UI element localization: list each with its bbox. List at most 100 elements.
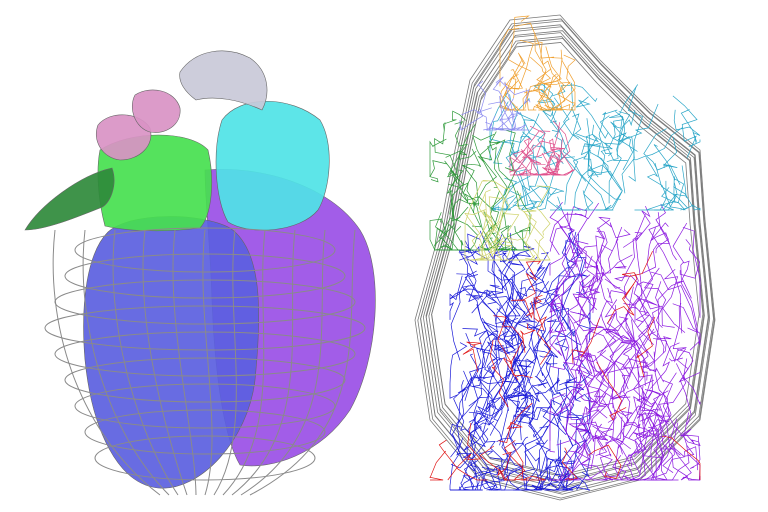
purple-fiber xyxy=(565,274,591,366)
purple-fiber xyxy=(635,331,656,411)
teal-fiber xyxy=(634,182,678,211)
wire-ring xyxy=(74,383,336,429)
purple-fiber xyxy=(633,375,657,425)
teal-fiber xyxy=(538,186,565,211)
purple-fiber xyxy=(599,335,615,439)
teal-fiber xyxy=(572,155,608,211)
blue-fiber xyxy=(479,321,512,352)
blue-fiber xyxy=(576,311,591,329)
purple-fiber xyxy=(672,442,701,481)
orange-fiber xyxy=(555,49,576,111)
red-fiber xyxy=(607,283,635,324)
purple-fiber xyxy=(682,432,699,471)
purple-fiber xyxy=(549,245,597,335)
yellow-fiber xyxy=(536,185,551,236)
purple-fiber xyxy=(641,212,671,274)
teal-fiber xyxy=(585,124,609,172)
blue-fiber xyxy=(565,394,591,440)
blue-fiber xyxy=(545,403,563,472)
purple-fiber xyxy=(568,319,583,392)
orange-fiber xyxy=(536,68,553,111)
blue-fiber xyxy=(473,375,521,413)
purple-fiber xyxy=(641,337,667,386)
yellow-fiber xyxy=(464,209,486,261)
purple-fiber xyxy=(572,255,595,324)
blue-fiber xyxy=(462,328,487,378)
magenta-fiber xyxy=(512,150,533,176)
teal-fiber xyxy=(490,175,531,211)
green-fiber xyxy=(429,138,447,177)
teal-fiber xyxy=(489,88,511,165)
wire-meridian xyxy=(240,229,326,496)
teal-fiber xyxy=(613,136,635,194)
purple-fiber xyxy=(679,239,701,279)
red-fiber xyxy=(636,316,656,378)
purple-fiber xyxy=(650,222,677,261)
green-fiber xyxy=(472,146,497,208)
magenta-fiber xyxy=(541,120,571,175)
purple-fiber xyxy=(582,463,608,481)
purple-fiber xyxy=(628,386,644,475)
teal-fiber xyxy=(583,137,598,211)
purple-fiber xyxy=(583,407,595,462)
teal-fiber xyxy=(645,157,683,210)
purple-fiber xyxy=(683,412,701,469)
purple-fiber xyxy=(634,227,656,322)
purple-fiber xyxy=(549,206,587,252)
purple-fiber xyxy=(633,273,650,328)
purple-fiber xyxy=(602,254,633,289)
teal-fiber xyxy=(581,190,614,211)
green-fiber xyxy=(477,131,501,163)
red-fiber xyxy=(571,318,600,364)
blue-fiber xyxy=(525,256,546,310)
contour-line xyxy=(420,24,711,493)
yellow-fiber xyxy=(474,215,497,261)
blue-fiber xyxy=(494,237,511,274)
blue-fiber xyxy=(554,455,568,491)
purple-fiber xyxy=(616,379,655,450)
blue-fiber xyxy=(453,377,478,440)
purple-fiber xyxy=(588,238,619,296)
purple-fiber xyxy=(575,297,604,345)
wire-ring xyxy=(64,253,346,299)
red-fiber xyxy=(438,439,488,481)
green-fiber xyxy=(500,211,518,251)
wire-meridian xyxy=(142,229,188,496)
teal-fiber xyxy=(563,82,580,140)
purple-fiber xyxy=(614,304,633,370)
teal-fiber xyxy=(673,165,689,211)
purple-fiber xyxy=(636,390,655,472)
green-fiber xyxy=(445,150,477,160)
blue-fiber xyxy=(545,465,571,491)
blue-fiber xyxy=(471,348,490,431)
wire-meridian xyxy=(222,229,266,496)
purple-fiber xyxy=(580,423,602,470)
green-fiber xyxy=(433,169,464,246)
blue-fiber xyxy=(520,439,548,491)
blue-fiber xyxy=(528,281,549,360)
yellow-fiber xyxy=(480,213,520,259)
red-fiber xyxy=(510,299,534,319)
purple-fiber xyxy=(636,295,655,354)
purple-fiber xyxy=(589,400,613,451)
purple-fiber xyxy=(614,444,633,481)
blue-fiber xyxy=(458,328,492,424)
purple-fiber xyxy=(621,431,646,481)
purple-fiber xyxy=(578,276,601,323)
green-fiber xyxy=(446,123,476,184)
yellow-fiber xyxy=(482,193,498,230)
yellow-fiber xyxy=(523,209,544,259)
blue-fiber xyxy=(493,234,517,343)
purple-fiber xyxy=(643,455,663,481)
teal-fiber xyxy=(633,127,683,161)
green-fiber xyxy=(481,222,497,251)
wire-ring xyxy=(74,227,336,273)
blue-fiber xyxy=(493,377,530,421)
blue-fiber xyxy=(532,404,559,438)
teal-fiber xyxy=(643,128,681,185)
green-fiber xyxy=(461,148,482,194)
purple-fiber xyxy=(559,210,587,269)
green-fiber xyxy=(451,198,480,222)
blue-fiber xyxy=(481,414,504,460)
